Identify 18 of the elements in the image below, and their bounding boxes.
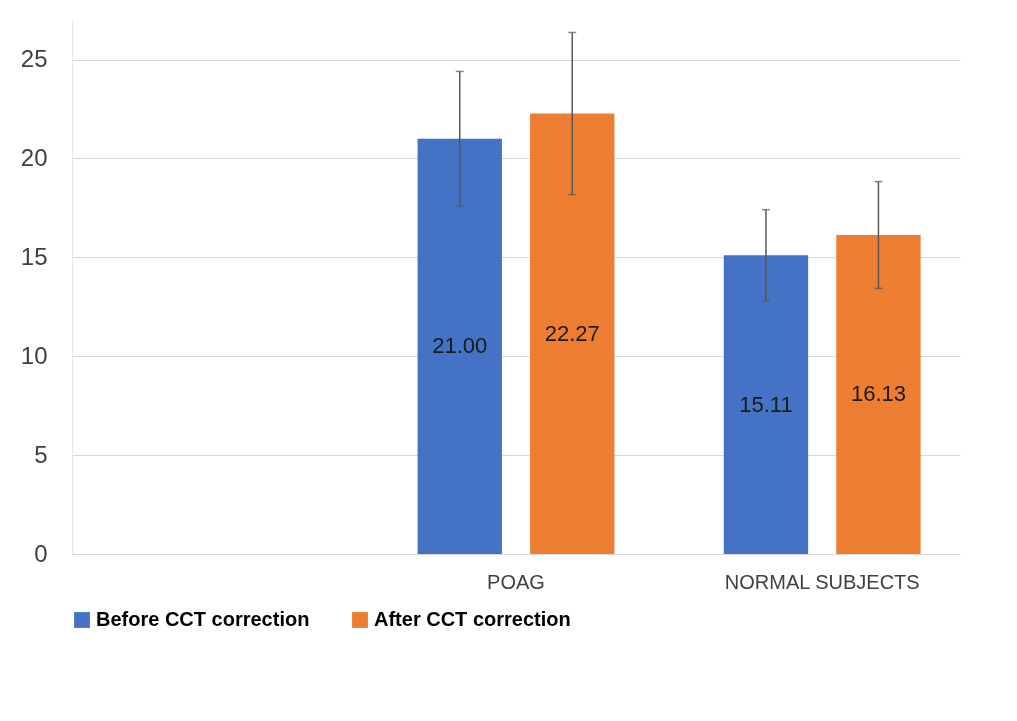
y-tick-label: 20 xyxy=(20,143,48,171)
y-tick-label: 15 xyxy=(20,242,48,270)
data-label: 22.27 xyxy=(544,320,600,346)
data-label: 16.13 xyxy=(850,381,906,407)
x-tick-label: POAG xyxy=(487,570,545,593)
legend-label: After CCT correction xyxy=(374,608,571,630)
bar xyxy=(723,255,809,554)
y-tick-label: 5 xyxy=(34,440,48,468)
y-tick-label: 0 xyxy=(34,539,48,567)
bar xyxy=(417,138,502,554)
bar xyxy=(836,234,921,554)
y-tick-label: 10 xyxy=(20,341,48,369)
legend-label: Before CCT correction xyxy=(96,608,310,630)
x-tick-label: NORMAL SUBJECTS xyxy=(724,570,920,593)
data-label: 21.00 xyxy=(432,333,488,359)
data-label: 15.11 xyxy=(739,391,793,417)
y-tick-label: 25 xyxy=(20,45,48,73)
bar xyxy=(530,113,615,554)
